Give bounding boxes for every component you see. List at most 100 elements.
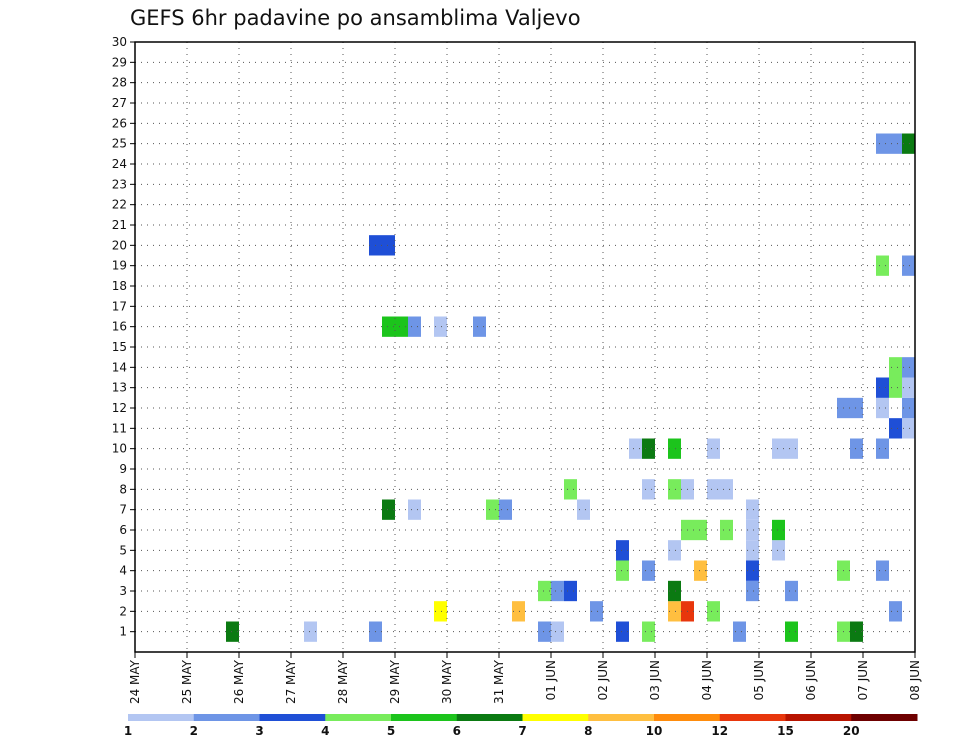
y-tick-label: 1	[119, 625, 127, 639]
heatmap-cell	[434, 316, 447, 337]
colorbar-segment	[719, 714, 786, 721]
heatmap-cell	[694, 519, 707, 541]
x-tick-label: 08 JUN	[908, 660, 922, 700]
heatmap-cell	[902, 418, 915, 439]
x-tick-label: 06 JUN	[804, 660, 818, 700]
y-tick-label: 5	[119, 543, 127, 557]
y-tick-label: 24	[112, 157, 127, 171]
y-tick-label: 15	[112, 340, 127, 354]
colorbar-segment	[588, 714, 655, 721]
heatmap-cell	[902, 133, 915, 154]
x-tick-label: 02 JUN	[596, 660, 610, 700]
heatmap-cell	[668, 580, 681, 602]
y-tick-label: 27	[112, 96, 127, 110]
heatmap-cell	[876, 560, 889, 581]
x-tick-label: 04 JUN	[700, 660, 714, 700]
colorbar: 1 2 3 4 5 6 7 8 10 12 15 20	[124, 714, 918, 738]
heatmap-cell	[785, 438, 798, 459]
colorbar-tick-label: 15	[777, 724, 794, 738]
y-tick-label: 3	[119, 584, 127, 598]
heatmap-cell	[564, 580, 577, 602]
heatmap-cell	[850, 397, 863, 419]
heatmap-cell	[382, 235, 395, 256]
heatmap-cell	[902, 255, 915, 276]
heatmap-cell	[746, 499, 759, 520]
heatmap-cell	[486, 499, 499, 520]
heatmap-cell	[746, 519, 759, 541]
colorbar-segment	[193, 714, 260, 721]
heatmap-cell	[642, 479, 655, 500]
heatmap-cell	[876, 255, 889, 276]
heatmap-cell	[902, 397, 915, 419]
heatmap-cell	[889, 377, 902, 398]
y-tick-label: 17	[112, 299, 127, 313]
heatmap-cell	[668, 540, 681, 561]
x-tick-label: 27 MAY	[284, 659, 298, 704]
heatmap-cell	[382, 316, 395, 337]
heatmap-cell	[226, 621, 239, 642]
y-tick-label: 30	[112, 35, 127, 49]
heatmap-cell	[616, 540, 629, 561]
heatmap-cell	[889, 601, 902, 622]
colorbar-tick-label: 7	[518, 724, 526, 738]
heatmap-cell	[499, 499, 512, 520]
colorbar-tick-label: 5	[387, 724, 395, 738]
heatmap-cell	[304, 621, 317, 642]
heatmap-cell	[889, 133, 902, 154]
heatmap-cell	[616, 621, 629, 642]
heatmap-cell	[889, 418, 902, 439]
colorbar-tick-label: 8	[584, 724, 592, 738]
heatmap-cell	[642, 560, 655, 581]
colorbar-segment	[654, 714, 721, 721]
x-tick-label: 03 JUN	[648, 660, 662, 700]
y-tick-label: 7	[119, 503, 127, 517]
colorbar-segment	[851, 714, 918, 721]
heatmap-cell	[577, 499, 590, 520]
heatmap-cell	[395, 316, 408, 337]
y-tick-label: 12	[112, 401, 127, 415]
colorbar-segment	[325, 714, 392, 721]
colorbar-segment	[259, 714, 326, 721]
x-tick-label: 29 MAY	[388, 659, 402, 704]
heatmap-cell	[876, 133, 889, 154]
colorbar-tick-label: 20	[843, 724, 860, 738]
x-tick-label: 24 MAY	[128, 659, 142, 704]
colorbar-tick-label: 4	[321, 724, 329, 738]
y-tick-label: 22	[112, 198, 127, 212]
heatmap-cell	[746, 580, 759, 602]
heatmap-cell	[551, 621, 564, 642]
x-tick-label: 31 MAY	[492, 659, 506, 704]
x-tick-label: 28 MAY	[336, 659, 350, 704]
heatmap-cell	[590, 601, 603, 622]
heatmap-cell	[902, 377, 915, 398]
y-tick-label: 16	[112, 320, 127, 334]
heatmap-cell	[746, 540, 759, 561]
heatmap-cell	[746, 560, 759, 581]
heatmap-cell	[772, 540, 785, 561]
x-tick-label: 05 JUN	[752, 660, 766, 700]
heatmap-cell	[538, 580, 551, 602]
x-tick-label: 30 MAY	[440, 659, 454, 704]
y-tick-label: 8	[119, 482, 127, 496]
chart-title: GEFS 6hr padavine po ansamblima Valjevo	[130, 6, 581, 30]
x-axis: 24 MAY 25 MAY 26 MAY 27 MAY 28 MAY 29 MAY 30 M…	[128, 652, 922, 704]
heatmap-cell	[382, 499, 395, 520]
heatmap-cell	[707, 438, 720, 459]
y-tick-label: 28	[112, 76, 127, 90]
x-tick-label: 25 MAY	[180, 659, 194, 704]
y-tick-label: 23	[112, 177, 127, 191]
colorbar-segment	[456, 714, 523, 721]
y-tick-label: 21	[112, 218, 127, 232]
heatmap-cell	[629, 438, 642, 459]
y-tick-label: 29	[112, 55, 127, 69]
colorbar-tick-label: 3	[255, 724, 263, 738]
heatmap-cell	[668, 601, 681, 622]
y-tick-label: 13	[112, 381, 127, 395]
y-tick-label: 9	[119, 462, 127, 476]
x-tick-label: 07 JUN	[856, 660, 870, 700]
x-tick-label: 01 JUN	[544, 660, 558, 700]
y-tick-label: 18	[112, 279, 127, 293]
heatmap-cells	[226, 133, 915, 642]
heatmap-cell	[473, 316, 486, 337]
heatmap-cell	[785, 580, 798, 602]
